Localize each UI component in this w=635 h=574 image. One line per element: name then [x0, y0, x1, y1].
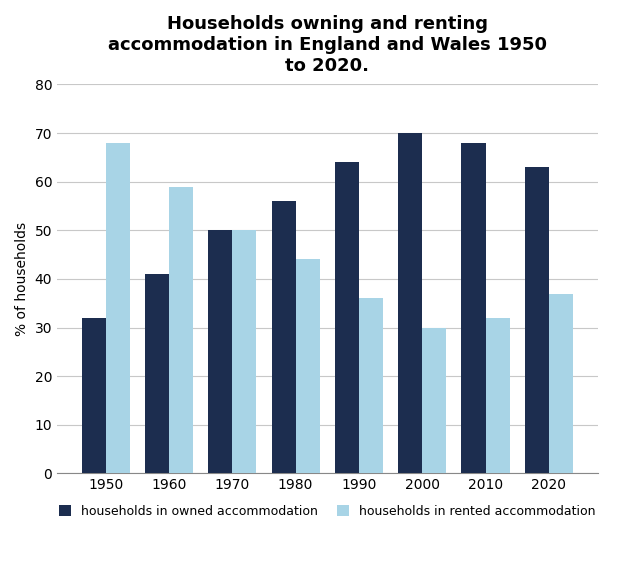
Bar: [549, 293, 573, 474]
Bar: [335, 162, 359, 474]
Bar: [145, 274, 169, 474]
Bar: [105, 143, 130, 474]
Title: Households owning and renting
accommodation in England and Wales 1950
to 2020.: Households owning and renting accommodat…: [108, 15, 547, 75]
Bar: [232, 230, 257, 474]
Bar: [169, 187, 193, 474]
Bar: [359, 298, 383, 474]
Bar: [296, 259, 319, 474]
Y-axis label: % of households: % of households: [15, 222, 29, 336]
Bar: [398, 133, 422, 474]
Bar: [525, 167, 549, 474]
Bar: [462, 143, 486, 474]
Bar: [82, 318, 105, 474]
Bar: [208, 230, 232, 474]
Bar: [272, 201, 296, 474]
Legend: households in owned accommodation, households in rented accommodation: households in owned accommodation, house…: [58, 505, 596, 518]
Bar: [486, 318, 510, 474]
Bar: [422, 328, 446, 474]
